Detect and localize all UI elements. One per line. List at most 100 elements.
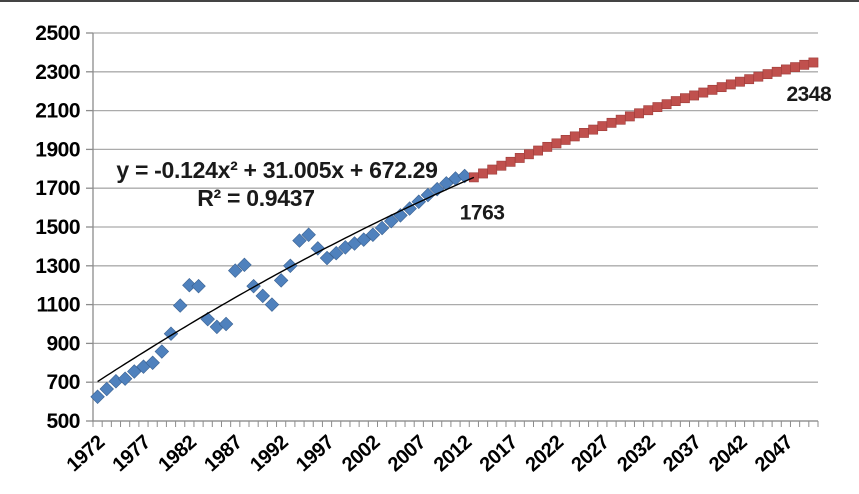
data-point-projection xyxy=(634,108,644,119)
data-point-historical xyxy=(200,311,215,327)
data-point-historical xyxy=(237,257,252,273)
data-point-projection xyxy=(670,96,681,106)
data-point-projection xyxy=(579,128,589,138)
x-tick-label: 1972 xyxy=(63,431,110,476)
data-point-projection xyxy=(780,64,791,75)
data-point-projection xyxy=(808,57,819,68)
y-tick-label: 2500 xyxy=(35,22,80,45)
point-data-label: 2348 xyxy=(786,83,832,106)
r-squared-label: R² = 0.9437 xyxy=(197,185,315,211)
point-data-label: 1763 xyxy=(460,201,505,224)
data-point-projection xyxy=(790,62,800,73)
data-point-projection xyxy=(505,156,516,167)
y-tick-label: 1300 xyxy=(35,255,80,278)
y-tick-label: 500 xyxy=(46,410,80,433)
x-tick-label: 1982 xyxy=(154,431,201,476)
data-point-projection xyxy=(496,160,507,171)
data-point-historical xyxy=(420,187,436,203)
x-tick-label: 1977 xyxy=(109,431,156,476)
data-point-historical xyxy=(273,273,289,288)
data-point-projection xyxy=(478,168,488,179)
data-point-projection xyxy=(514,153,525,163)
data-point-projection xyxy=(771,66,782,77)
y-tick-label: 2100 xyxy=(35,100,80,123)
x-tick-label: 2017 xyxy=(476,431,523,476)
y-tick-label: 1900 xyxy=(35,138,80,161)
x-tick-label: 2037 xyxy=(659,431,706,476)
data-point-projection xyxy=(652,102,663,113)
data-point-projection xyxy=(569,131,580,142)
data-point-projection xyxy=(762,69,773,80)
data-point-historical xyxy=(374,220,390,236)
data-point-projection xyxy=(689,90,700,101)
y-tick-label: 700 xyxy=(46,371,80,394)
x-tick-label: 1987 xyxy=(200,431,247,476)
data-point-historical xyxy=(264,297,280,312)
x-tick-label: 2047 xyxy=(751,431,798,476)
trend-equation-label: y = -0.124x² + 31.005x + 672.29 xyxy=(116,157,437,183)
data-point-historical xyxy=(319,250,335,266)
data-point-projection xyxy=(542,141,553,152)
y-tick-label: 2300 xyxy=(35,61,80,84)
x-tick-label: 2012 xyxy=(430,431,477,476)
x-tick-label: 2042 xyxy=(705,431,752,476)
x-tick-label: 2032 xyxy=(613,431,660,476)
data-point-historical xyxy=(145,355,160,371)
data-point-historical xyxy=(182,277,197,293)
data-point-projection xyxy=(597,121,608,132)
data-point-historical xyxy=(172,298,188,313)
data-point-projection xyxy=(725,79,736,90)
data-point-projection xyxy=(680,93,690,104)
data-point-historical xyxy=(365,227,381,242)
data-point-historical xyxy=(429,181,445,197)
data-point-historical xyxy=(246,278,261,294)
data-point-historical xyxy=(163,326,179,341)
data-point-historical xyxy=(301,227,316,242)
trendline xyxy=(97,176,475,383)
data-point-projection xyxy=(707,84,718,95)
x-tick-label: 2027 xyxy=(567,431,614,476)
data-point-projection xyxy=(533,145,543,156)
y-tick-label: 1500 xyxy=(35,216,80,239)
y-tick-label: 900 xyxy=(46,332,80,355)
data-point-projection xyxy=(487,164,498,175)
data-point-projection xyxy=(624,111,635,122)
data-point-projection xyxy=(560,134,571,145)
data-point-historical xyxy=(228,263,243,278)
data-point-projection xyxy=(524,149,534,160)
data-point-historical xyxy=(356,232,371,247)
data-point-historical xyxy=(292,233,307,248)
x-tick-label: 1997 xyxy=(292,431,339,476)
data-point-historical xyxy=(117,371,133,386)
data-point-historical xyxy=(90,389,105,404)
data-point-historical xyxy=(218,316,234,332)
y-tick-label: 1700 xyxy=(35,177,80,200)
data-point-projection xyxy=(661,99,672,110)
x-tick-label: 1992 xyxy=(246,431,293,476)
x-tick-label: 2007 xyxy=(384,431,431,476)
data-point-projection xyxy=(744,74,755,85)
x-tick-label: 2022 xyxy=(521,431,568,476)
data-point-historical xyxy=(384,213,399,229)
data-point-projection xyxy=(551,138,562,149)
data-point-projection xyxy=(588,124,599,135)
data-point-historical xyxy=(328,245,344,261)
data-point-historical xyxy=(127,364,142,379)
data-point-projection xyxy=(753,71,764,82)
data-point-projection xyxy=(716,82,727,93)
data-point-historical xyxy=(99,381,114,397)
data-point-historical xyxy=(154,344,170,359)
x-tick-label: 2002 xyxy=(338,431,385,476)
data-point-projection xyxy=(735,76,745,87)
data-point-historical xyxy=(255,288,271,304)
data-point-projection xyxy=(799,59,810,70)
data-point-historical xyxy=(310,241,326,256)
data-point-projection xyxy=(615,114,626,125)
data-point-projection xyxy=(606,117,617,128)
data-point-projection xyxy=(643,105,654,116)
data-point-historical xyxy=(191,278,206,294)
data-point-projection xyxy=(698,87,709,98)
y-tick-label: 1100 xyxy=(36,294,80,317)
